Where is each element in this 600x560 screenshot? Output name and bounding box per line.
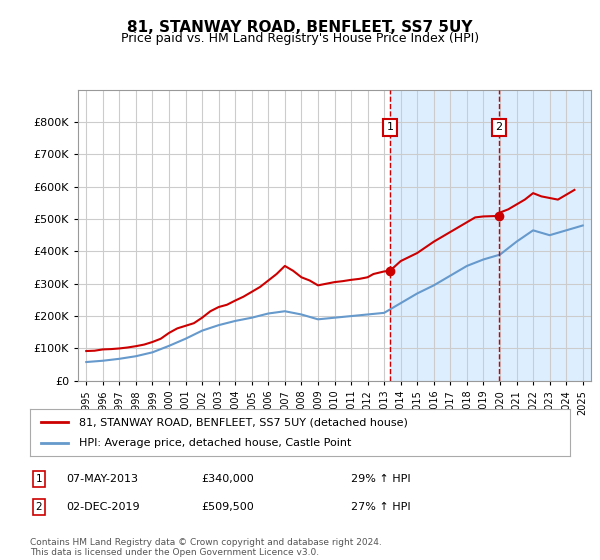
Text: 29% ↑ HPI: 29% ↑ HPI: [351, 474, 410, 484]
Text: 81, STANWAY ROAD, BENFLEET, SS7 5UY: 81, STANWAY ROAD, BENFLEET, SS7 5UY: [127, 20, 473, 35]
Text: 27% ↑ HPI: 27% ↑ HPI: [351, 502, 410, 512]
Text: 2: 2: [495, 123, 502, 133]
Text: £340,000: £340,000: [201, 474, 254, 484]
Text: 02-DEC-2019: 02-DEC-2019: [66, 502, 140, 512]
Text: £509,500: £509,500: [201, 502, 254, 512]
Bar: [390, 90, 591, 381]
Text: 07-MAY-2013: 07-MAY-2013: [66, 474, 138, 484]
Text: 1: 1: [386, 123, 394, 133]
Text: Contains HM Land Registry data © Crown copyright and database right 2024.
This d: Contains HM Land Registry data © Crown c…: [30, 538, 382, 557]
Text: HPI: Average price, detached house, Castle Point: HPI: Average price, detached house, Cast…: [79, 438, 351, 448]
Text: 2: 2: [35, 502, 43, 512]
Text: Price paid vs. HM Land Registry's House Price Index (HPI): Price paid vs. HM Land Registry's House …: [121, 32, 479, 45]
Text: 81, STANWAY ROAD, BENFLEET, SS7 5UY (detached house): 81, STANWAY ROAD, BENFLEET, SS7 5UY (det…: [79, 417, 407, 427]
Text: 1: 1: [35, 474, 43, 484]
